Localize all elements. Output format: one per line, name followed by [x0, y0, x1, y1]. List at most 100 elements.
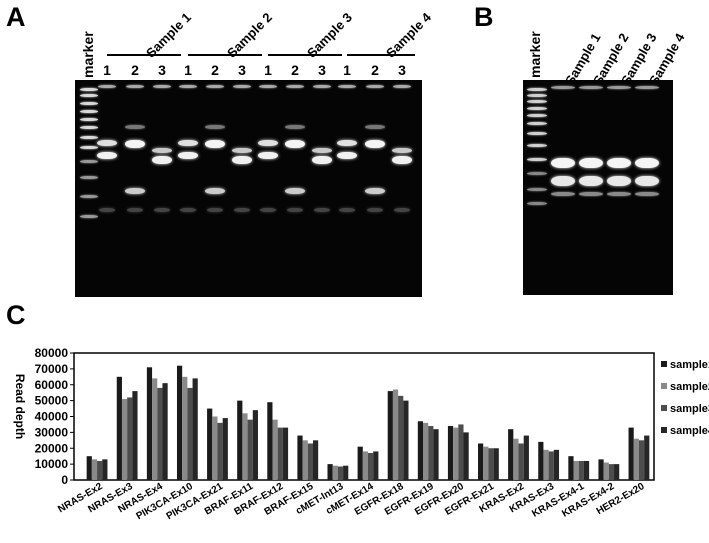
bar [332, 465, 338, 480]
bar [307, 443, 313, 480]
gel-band [551, 176, 575, 186]
bar [538, 441, 544, 480]
bar [373, 451, 379, 480]
gel-band [527, 202, 547, 205]
bar [368, 453, 374, 480]
gel-band [98, 85, 116, 88]
bar [116, 376, 122, 480]
gel-band [232, 156, 252, 164]
gel-band [127, 208, 143, 212]
bar [207, 408, 213, 480]
gel-band [367, 208, 383, 212]
gel-band [527, 114, 547, 117]
bar [272, 419, 278, 480]
gel-band [579, 158, 603, 168]
bar [146, 367, 153, 480]
lane-number: 2 [211, 62, 219, 78]
gel-band [80, 160, 98, 163]
bar [463, 432, 469, 480]
lane-number: 1 [264, 62, 272, 78]
panel-b-marker-label: marker [527, 31, 543, 78]
bar [403, 400, 409, 480]
gel-band [287, 208, 303, 212]
gel-band [635, 192, 659, 196]
gel-band [234, 208, 250, 212]
gel-band [80, 215, 98, 218]
bar [162, 383, 168, 480]
y-tick-label: 50000 [35, 394, 69, 408]
gel-band [551, 158, 575, 168]
gel-band [314, 208, 330, 212]
gel-band [551, 86, 575, 89]
y-tick-label: 30000 [35, 425, 69, 439]
sample-group-label: Sample 3 [304, 9, 355, 61]
lane-number: 1 [343, 62, 351, 78]
bar [603, 462, 609, 480]
panel-letter-c: C [6, 300, 26, 330]
gel-band [286, 85, 304, 88]
bar [132, 391, 138, 480]
gel-band [259, 85, 277, 88]
bar [182, 376, 188, 480]
bar [277, 427, 283, 480]
lane-number: 2 [291, 62, 299, 78]
y-tick-label: 80000 [35, 346, 69, 360]
gel-band [125, 188, 145, 194]
bar [343, 465, 349, 480]
gel-band [80, 146, 98, 149]
gel-band [205, 125, 225, 129]
gel-band [180, 208, 196, 212]
sample-group-bracket [268, 54, 342, 56]
gel-band [392, 148, 412, 153]
gel-band [285, 125, 305, 129]
bar [327, 464, 333, 480]
gel-band [205, 188, 225, 194]
lane-number: 1 [184, 62, 192, 78]
legend-label: sample1 [670, 359, 709, 371]
bar [282, 427, 289, 480]
gel-band [206, 85, 224, 88]
bar [398, 395, 404, 480]
bar [102, 459, 108, 480]
gel-band [80, 102, 98, 105]
gel-band [80, 195, 98, 198]
bar [91, 459, 98, 480]
gel-band [337, 140, 357, 146]
bar [121, 399, 128, 480]
gel-band [635, 158, 659, 168]
y-tick-label: 10000 [35, 457, 69, 471]
sample-group-label: Sample 1 [143, 9, 194, 61]
panel-letter-a: A [6, 2, 26, 32]
lane-number: 2 [371, 62, 379, 78]
gel-band [285, 188, 305, 194]
gel-band [579, 86, 603, 89]
bar [453, 427, 459, 480]
gel-image-a [75, 80, 422, 297]
bar [217, 422, 223, 480]
gel-band [312, 148, 332, 153]
bar [176, 365, 183, 480]
gel-band [365, 188, 385, 194]
bar [578, 460, 584, 480]
bar [297, 435, 303, 480]
gel-band [527, 188, 547, 191]
legend-swatch [661, 405, 667, 411]
bar [638, 440, 645, 480]
gel-band [392, 156, 412, 164]
gel-band [366, 85, 384, 88]
bar [152, 378, 158, 480]
panel-letter-b: B [474, 2, 494, 32]
y-axis-label: Read depth [13, 374, 27, 439]
bar [608, 464, 615, 480]
gel-band [80, 88, 98, 91]
gel-band [80, 176, 98, 179]
gel-band [80, 110, 98, 113]
bar [458, 424, 464, 480]
gel-band [99, 208, 115, 212]
legend-swatch [661, 383, 667, 389]
bar [568, 456, 574, 480]
gel-band [233, 85, 251, 88]
y-tick-label: 70000 [35, 362, 69, 376]
gel-band [207, 208, 223, 212]
